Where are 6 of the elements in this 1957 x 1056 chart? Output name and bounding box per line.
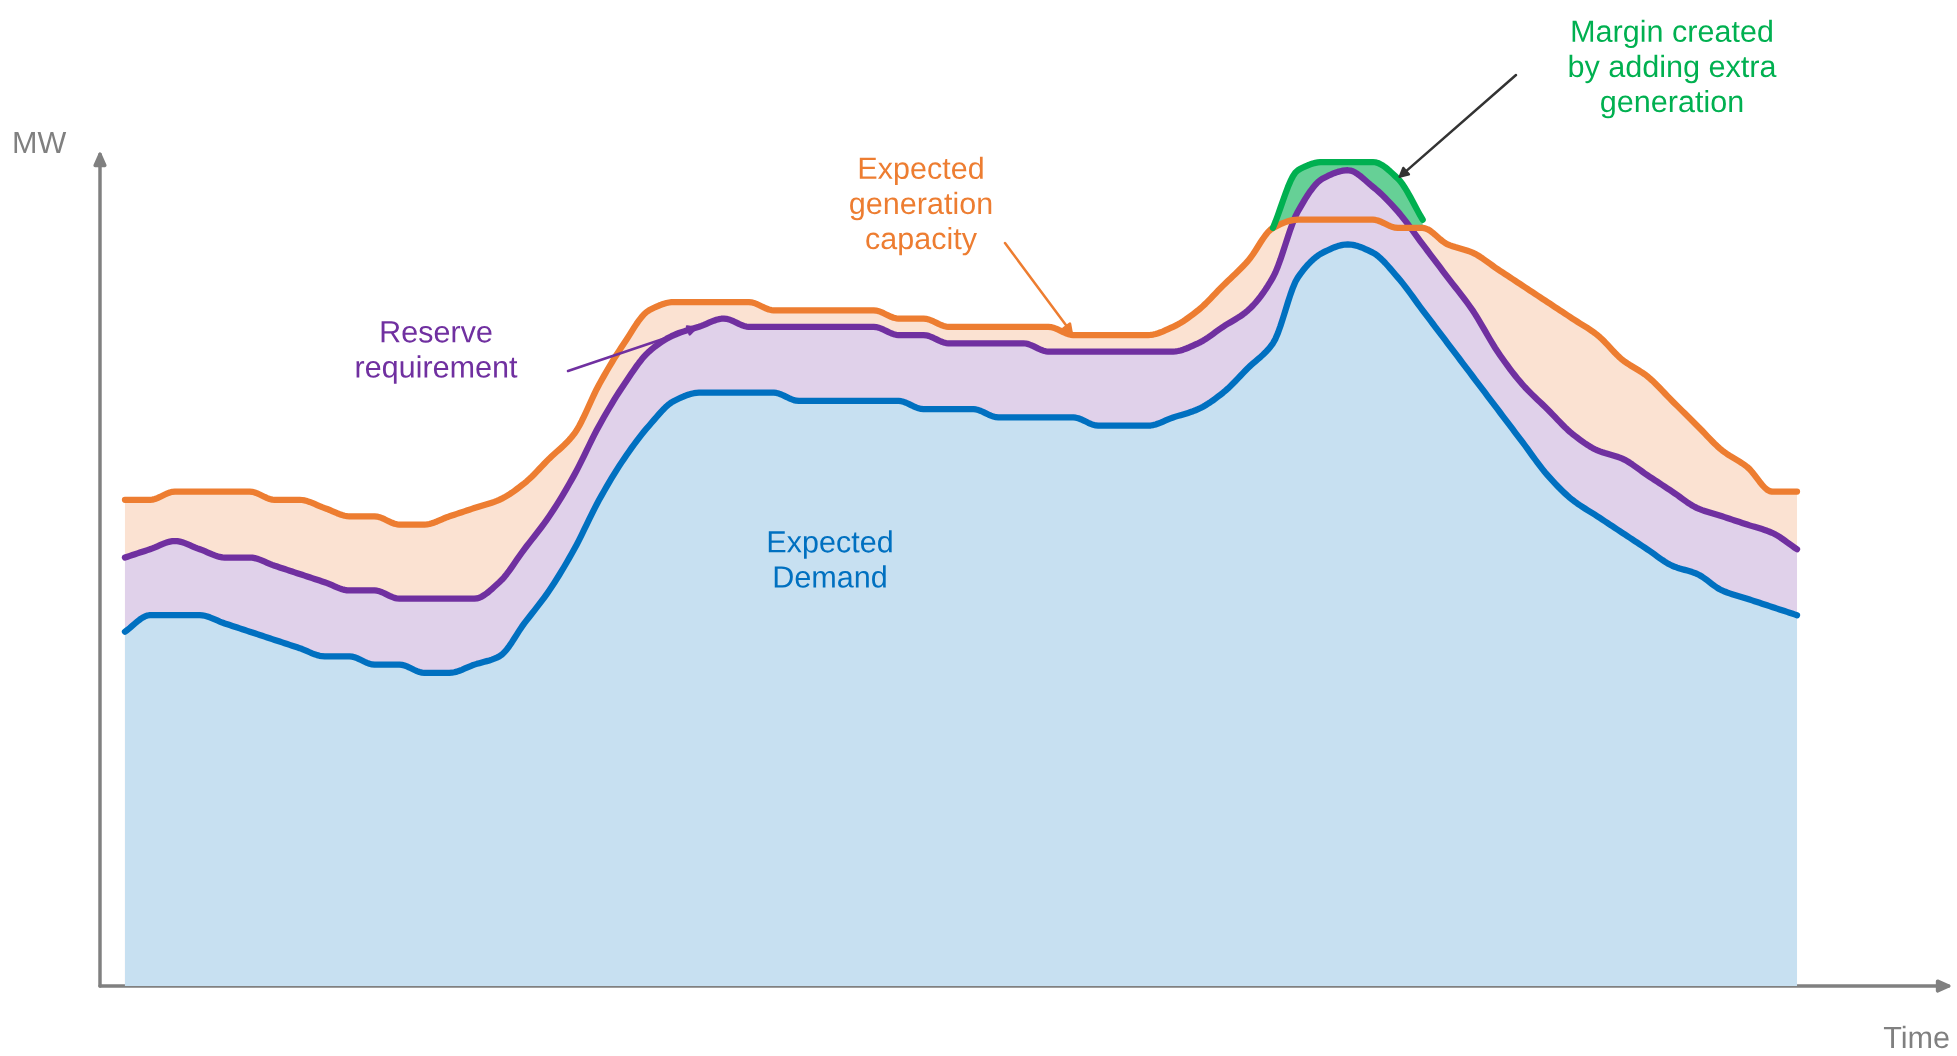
series-label: Expected generation capacity bbox=[850, 156, 992, 256]
text: Margin created by adding extra generation bbox=[1569, 19, 1777, 119]
legend-label: Reserve requirement bbox=[356, 321, 518, 384]
y-axis-title: MW bbox=[14, 131, 67, 153]
series-label: Expected Demand bbox=[768, 530, 892, 588]
x-axis-title: Time bbox=[1883, 1025, 1949, 1049]
